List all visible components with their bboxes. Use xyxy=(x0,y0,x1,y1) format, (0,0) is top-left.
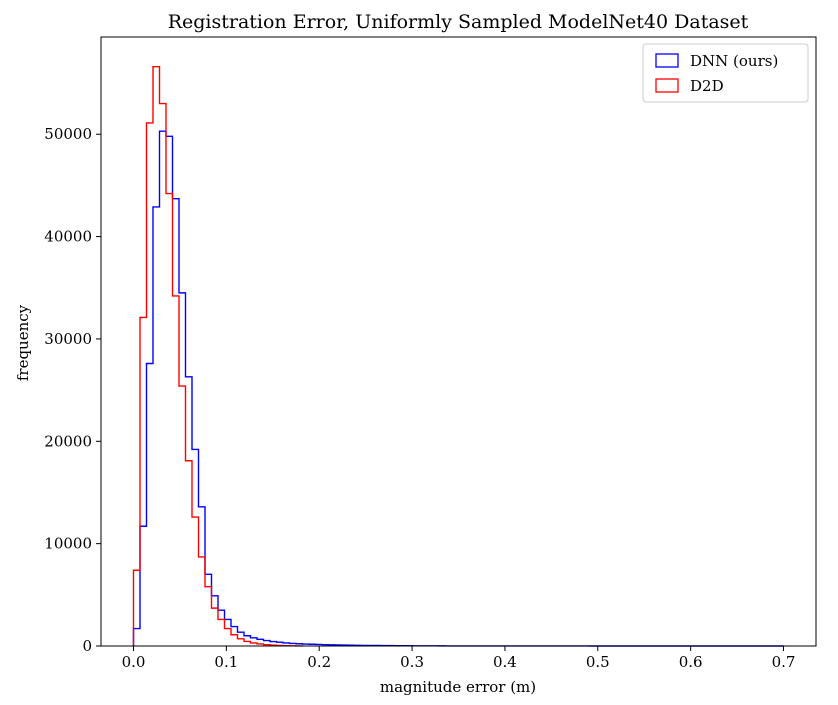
chart-title: Registration Error, Uniformly Sampled Mo… xyxy=(168,11,749,33)
y-tick-label: 50000 xyxy=(44,125,92,143)
series-dnn-histogram xyxy=(132,130,785,647)
x-tick-label: 0.6 xyxy=(679,653,703,671)
legend-entry-label: D2D xyxy=(690,77,724,95)
legend-swatch xyxy=(655,78,679,93)
x-tick-label: 0.3 xyxy=(400,653,424,671)
plot-area xyxy=(100,36,817,647)
plot-frame xyxy=(100,36,817,647)
y-tick-label: 10000 xyxy=(44,535,92,553)
x-tick-label: 0.4 xyxy=(493,653,517,671)
y-tick-label: 40000 xyxy=(44,228,92,246)
x-tick-label: 0.0 xyxy=(122,653,146,671)
x-tick-label: 0.7 xyxy=(772,653,796,671)
legend-swatch xyxy=(655,53,679,68)
y-tick-label: 20000 xyxy=(44,432,92,450)
x-axis-ticks: 0.0 0.1 0.2 0.3 0.4 0.5 0.6 0.7 xyxy=(122,646,796,671)
y-tick-label: 0 xyxy=(82,637,92,655)
y-tick-label: 30000 xyxy=(44,330,92,348)
x-axis-label: magnitude error (m) xyxy=(380,678,536,696)
legend-box xyxy=(642,43,809,103)
y-axis-label: frequency xyxy=(14,304,32,381)
legend: DNN (ours) D2D xyxy=(642,43,809,103)
x-tick-label: 0.5 xyxy=(586,653,610,671)
x-tick-label: 0.2 xyxy=(307,653,331,671)
y-axis-ticks: 0 10000 20000 30000 40000 50000 xyxy=(44,125,101,655)
series-d2d-histogram xyxy=(132,65,304,647)
x-tick-label: 0.1 xyxy=(214,653,238,671)
legend-entry-label: DNN (ours) xyxy=(690,52,778,70)
